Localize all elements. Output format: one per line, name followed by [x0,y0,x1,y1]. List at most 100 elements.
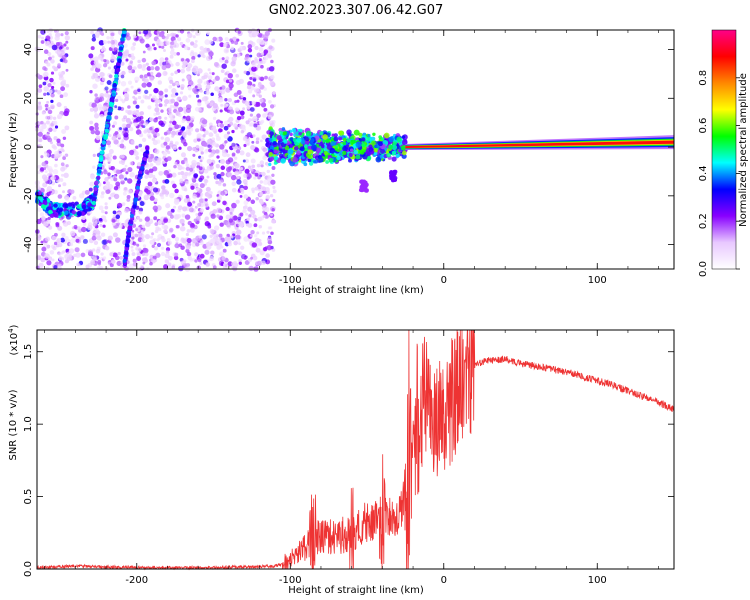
spectrogram-cell [52,81,56,85]
spectrogram-cell [130,245,134,249]
spectrogram-cell [151,95,157,101]
spectrogram-cell [64,236,69,241]
spectrogram-cell [212,142,217,147]
spectrogram-cell [205,84,211,90]
spectrogram-cell [231,129,235,134]
spectrogram-cell [165,145,171,150]
spectrogram-cell [170,41,175,45]
spectrogram-cell [136,216,141,220]
spectrogram-cell [145,146,150,151]
spectrogram-cell [242,208,247,213]
spectrogram-cell [88,187,93,192]
spectrogram-cell [105,189,111,195]
spectrogram-cell [189,207,194,213]
spectrogram-cell [220,190,226,196]
spectrogram-cell [401,139,408,146]
spectrogram-cell [254,186,259,191]
spectrogram-cell [195,94,200,98]
spectrogram-cell [99,113,104,118]
spectrogram-cell [104,202,108,206]
spectrogram-cell [56,90,62,95]
spectrogram-cell [259,98,264,103]
spectrogram-cell [234,40,239,45]
snr-x-tick-label: -100 [279,575,302,586]
spectrogram-cell [168,255,173,261]
spectrogram-cell [172,82,176,87]
spectrogram-cell [287,149,294,155]
spectrogram-cell [164,88,169,93]
spectrogram-cell [207,195,211,199]
spectrogram-cell [57,242,63,248]
spectrogram-cell [184,214,191,220]
spectrogram-cell [227,97,233,103]
spectrogram-cell [165,203,171,209]
spectrogram-cell [155,116,159,120]
spectrogram-cell [101,77,106,81]
spectrogram-cell [263,190,267,194]
spectrogram-cell [219,158,226,164]
spectrogram-cell [46,186,53,192]
spectrogram-cell [249,234,253,238]
spectrogram-cell [112,232,118,238]
spectrogram-cell [47,83,52,88]
spectrogram-cell [143,74,148,79]
spectrogram-cell [143,157,147,161]
spectrogram-cell [171,172,177,178]
spectrogram-cell [157,80,163,85]
spectrogram-cell [80,252,86,258]
spectrogram-cell [174,70,178,75]
spectrogram-cell [192,35,196,39]
spectrogram-cell [118,224,123,229]
spectrogram-cell [233,123,238,128]
spectrogram-cell [204,216,209,221]
spectrogram-cell [230,261,235,266]
spectrogram-cell [117,58,122,63]
spectrogram-cell [256,231,260,235]
spectrogram-cell [64,31,69,36]
spectrogram-cell [347,132,352,137]
spectrogram-cell [303,139,310,146]
spectrogram-cell [244,158,250,164]
spectrogram-cell [136,252,142,257]
spectrogram-cell [87,222,93,227]
spectrogram-cell [132,258,137,263]
spectrogram-cell [121,33,126,38]
spectrogram-cell [244,101,250,107]
spectrogram-cell [267,54,272,59]
spectrogram-cell [130,45,136,51]
spectrogram-cell [104,86,109,91]
spectrogram-cell [351,155,356,160]
spectrogram-cell [53,145,58,150]
spectrogram-cell [63,59,68,64]
spectrogram-cell [266,190,270,195]
spectrogram-cell [122,130,127,134]
figure-title: GN02.2023.307.06.42.G07 [269,3,444,18]
spectrogram-cell [52,116,57,120]
spectrogram-cell [132,100,137,105]
spectrogram-cell [255,140,260,144]
spectrogram-cell [155,103,159,107]
spectrogram-cell [140,99,145,104]
spectrogram-cell [120,154,125,159]
spectrogram-cell [65,40,69,44]
spectrogram-cell [84,189,90,195]
spectrogram-cell [163,218,168,224]
spectrogram-cell [46,260,52,266]
spectrogram-cell [80,226,87,233]
spectrogram-cell [105,90,109,94]
spectrogram-cell [186,75,191,80]
spectrogram-cell [41,216,46,221]
spectrogram-cell [174,252,179,257]
spectrogram-cell [145,43,150,49]
spectrogram-cell [182,60,188,66]
spectrogram-cell [210,250,215,255]
spectrogram-cell [195,213,199,216]
spectrogram-cell [210,213,216,219]
spectrogram-cell [185,232,189,237]
spectrogram-cell [114,105,118,109]
spectrogram-cell [273,149,278,154]
spectrogram-cell [268,162,272,167]
spectrogram-cell [92,83,98,89]
spectrogram-cell [108,134,112,138]
spectrogram-cell [176,213,182,219]
